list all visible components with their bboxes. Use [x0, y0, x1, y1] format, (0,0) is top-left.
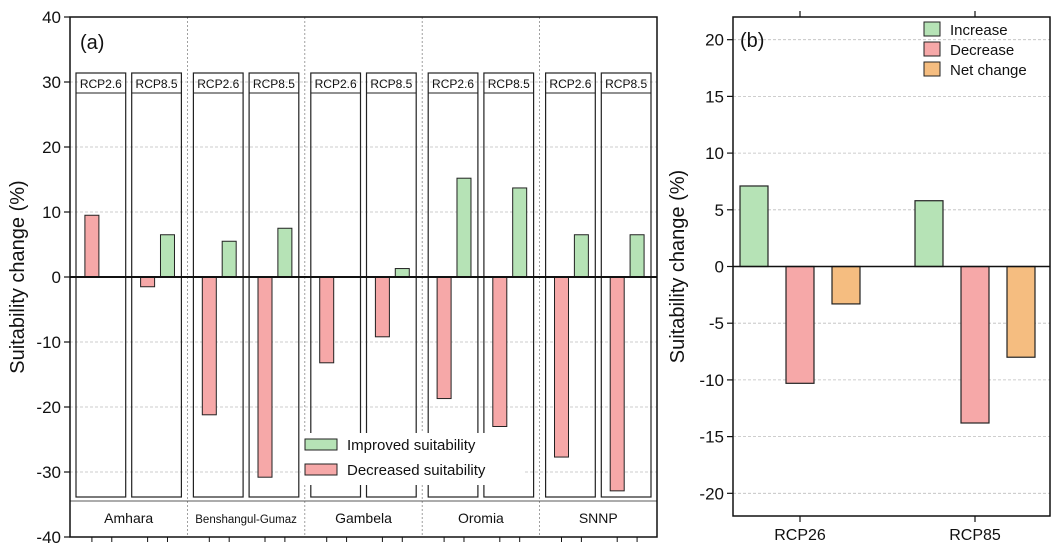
legend-label: Increase [950, 22, 1008, 39]
bar-increase [739, 185, 769, 268]
legend-label: Net change [950, 62, 1027, 79]
region-label: Benshangul-Gumaz [195, 514, 297, 526]
scenario-label: RCP8.5 [253, 77, 295, 91]
bar-net-change [831, 265, 861, 305]
y-tick-label: 20 [705, 31, 724, 50]
improved-bar [573, 234, 589, 278]
legend-label: Improved suitability [347, 437, 476, 454]
panel-a: RCP2.6 RCP8.5 Amhara RCP2.6 RCP8.5 Benshangul… [7, 8, 658, 543]
y-tick-label: 0 [715, 258, 724, 277]
decreased-bar [201, 276, 217, 416]
region-label: Oromia [458, 510, 504, 526]
y-axis-label: Suitability change (%) [667, 170, 689, 363]
y-tick-label: -10 [699, 371, 724, 390]
improved-bar [512, 187, 528, 278]
scenario-label: RCP2.6 [315, 77, 357, 91]
decreased-bar [257, 276, 273, 478]
decreased-bar [319, 276, 335, 364]
legend-label: Decreased suitability [347, 462, 486, 479]
scenario-box [365, 72, 417, 498]
y-tick-label: -20 [36, 398, 61, 417]
y-tick-label: 40 [42, 8, 61, 27]
y-tick-label: 30 [42, 73, 61, 92]
y-tick-label: -40 [36, 528, 61, 543]
scenario-box [248, 72, 300, 498]
scenario-box [600, 72, 652, 498]
decreased-bar [554, 276, 570, 458]
region-label: Gambela [335, 510, 392, 526]
decreased-bar [374, 276, 390, 338]
scenario-label: RCP8.5 [488, 77, 530, 91]
scenario-label: RCP8.5 [136, 77, 178, 91]
scenario-box [427, 72, 479, 498]
legend-swatch [923, 41, 941, 57]
y-tick-label: 20 [42, 138, 61, 157]
bar-decrease [960, 265, 990, 424]
improved-bar [394, 268, 410, 278]
scenario-label: RCP2.6 [549, 77, 591, 91]
x-tick-label: RCP26 [774, 527, 826, 543]
region-label: SNNP [579, 510, 618, 526]
scenario-label: RCP2.6 [80, 77, 122, 91]
y-tick-label: 10 [705, 144, 724, 163]
scenario-box [75, 72, 127, 498]
y-tick-label: -15 [699, 428, 724, 447]
scenario-label: RCP2.6 [432, 77, 474, 91]
bar-increase [914, 200, 944, 268]
decreased-bar [140, 276, 156, 288]
y-tick-label: -10 [36, 333, 61, 352]
bar-decrease [785, 265, 815, 384]
scenario-label: RCP8.5 [370, 77, 412, 91]
scenario-label: RCP8.5 [605, 77, 647, 91]
legend-swatch [304, 438, 338, 451]
improved-bar [221, 240, 237, 278]
panel-label: (a) [80, 32, 104, 54]
y-tick-label: 10 [42, 203, 61, 222]
legend-box [301, 433, 523, 485]
scenario-box [483, 72, 535, 498]
scenario-box [310, 72, 362, 498]
x-tick-label: RCP85 [949, 527, 1001, 543]
improved-bar [629, 234, 645, 278]
legend-swatch [923, 61, 941, 77]
panel-label: (b) [740, 30, 764, 52]
legend-swatch [923, 21, 941, 37]
improved-bar [159, 234, 175, 278]
y-axis-label: Suitability change (%) [7, 180, 29, 373]
y-tick-label: 15 [705, 87, 724, 106]
y-tick-label: -5 [709, 314, 724, 333]
improved-bar [456, 177, 472, 278]
decreased-bar [436, 276, 452, 400]
improved-bar [277, 227, 293, 278]
legend-swatch [304, 463, 338, 476]
scenario-box [544, 72, 596, 498]
legend-label: Decrease [950, 42, 1014, 59]
y-tick-label: 0 [52, 268, 61, 287]
scenario-box [131, 72, 182, 498]
bar-net-change [1006, 265, 1036, 358]
panel-b: RCP26 RCP85 -20 -15 -10 -5 0 5 10 15 20 (b) Suitabil… [667, 11, 1051, 543]
y-tick-label: -20 [699, 484, 724, 503]
region-label: Amhara [104, 510, 153, 526]
decreased-bar [84, 214, 100, 278]
scenario-box [192, 72, 244, 498]
decreased-bar [492, 276, 508, 427]
scenario-label: RCP2.6 [197, 77, 239, 91]
y-tick-label: -30 [36, 463, 61, 482]
decreased-bar [609, 276, 625, 492]
y-tick-label: 5 [715, 201, 724, 220]
